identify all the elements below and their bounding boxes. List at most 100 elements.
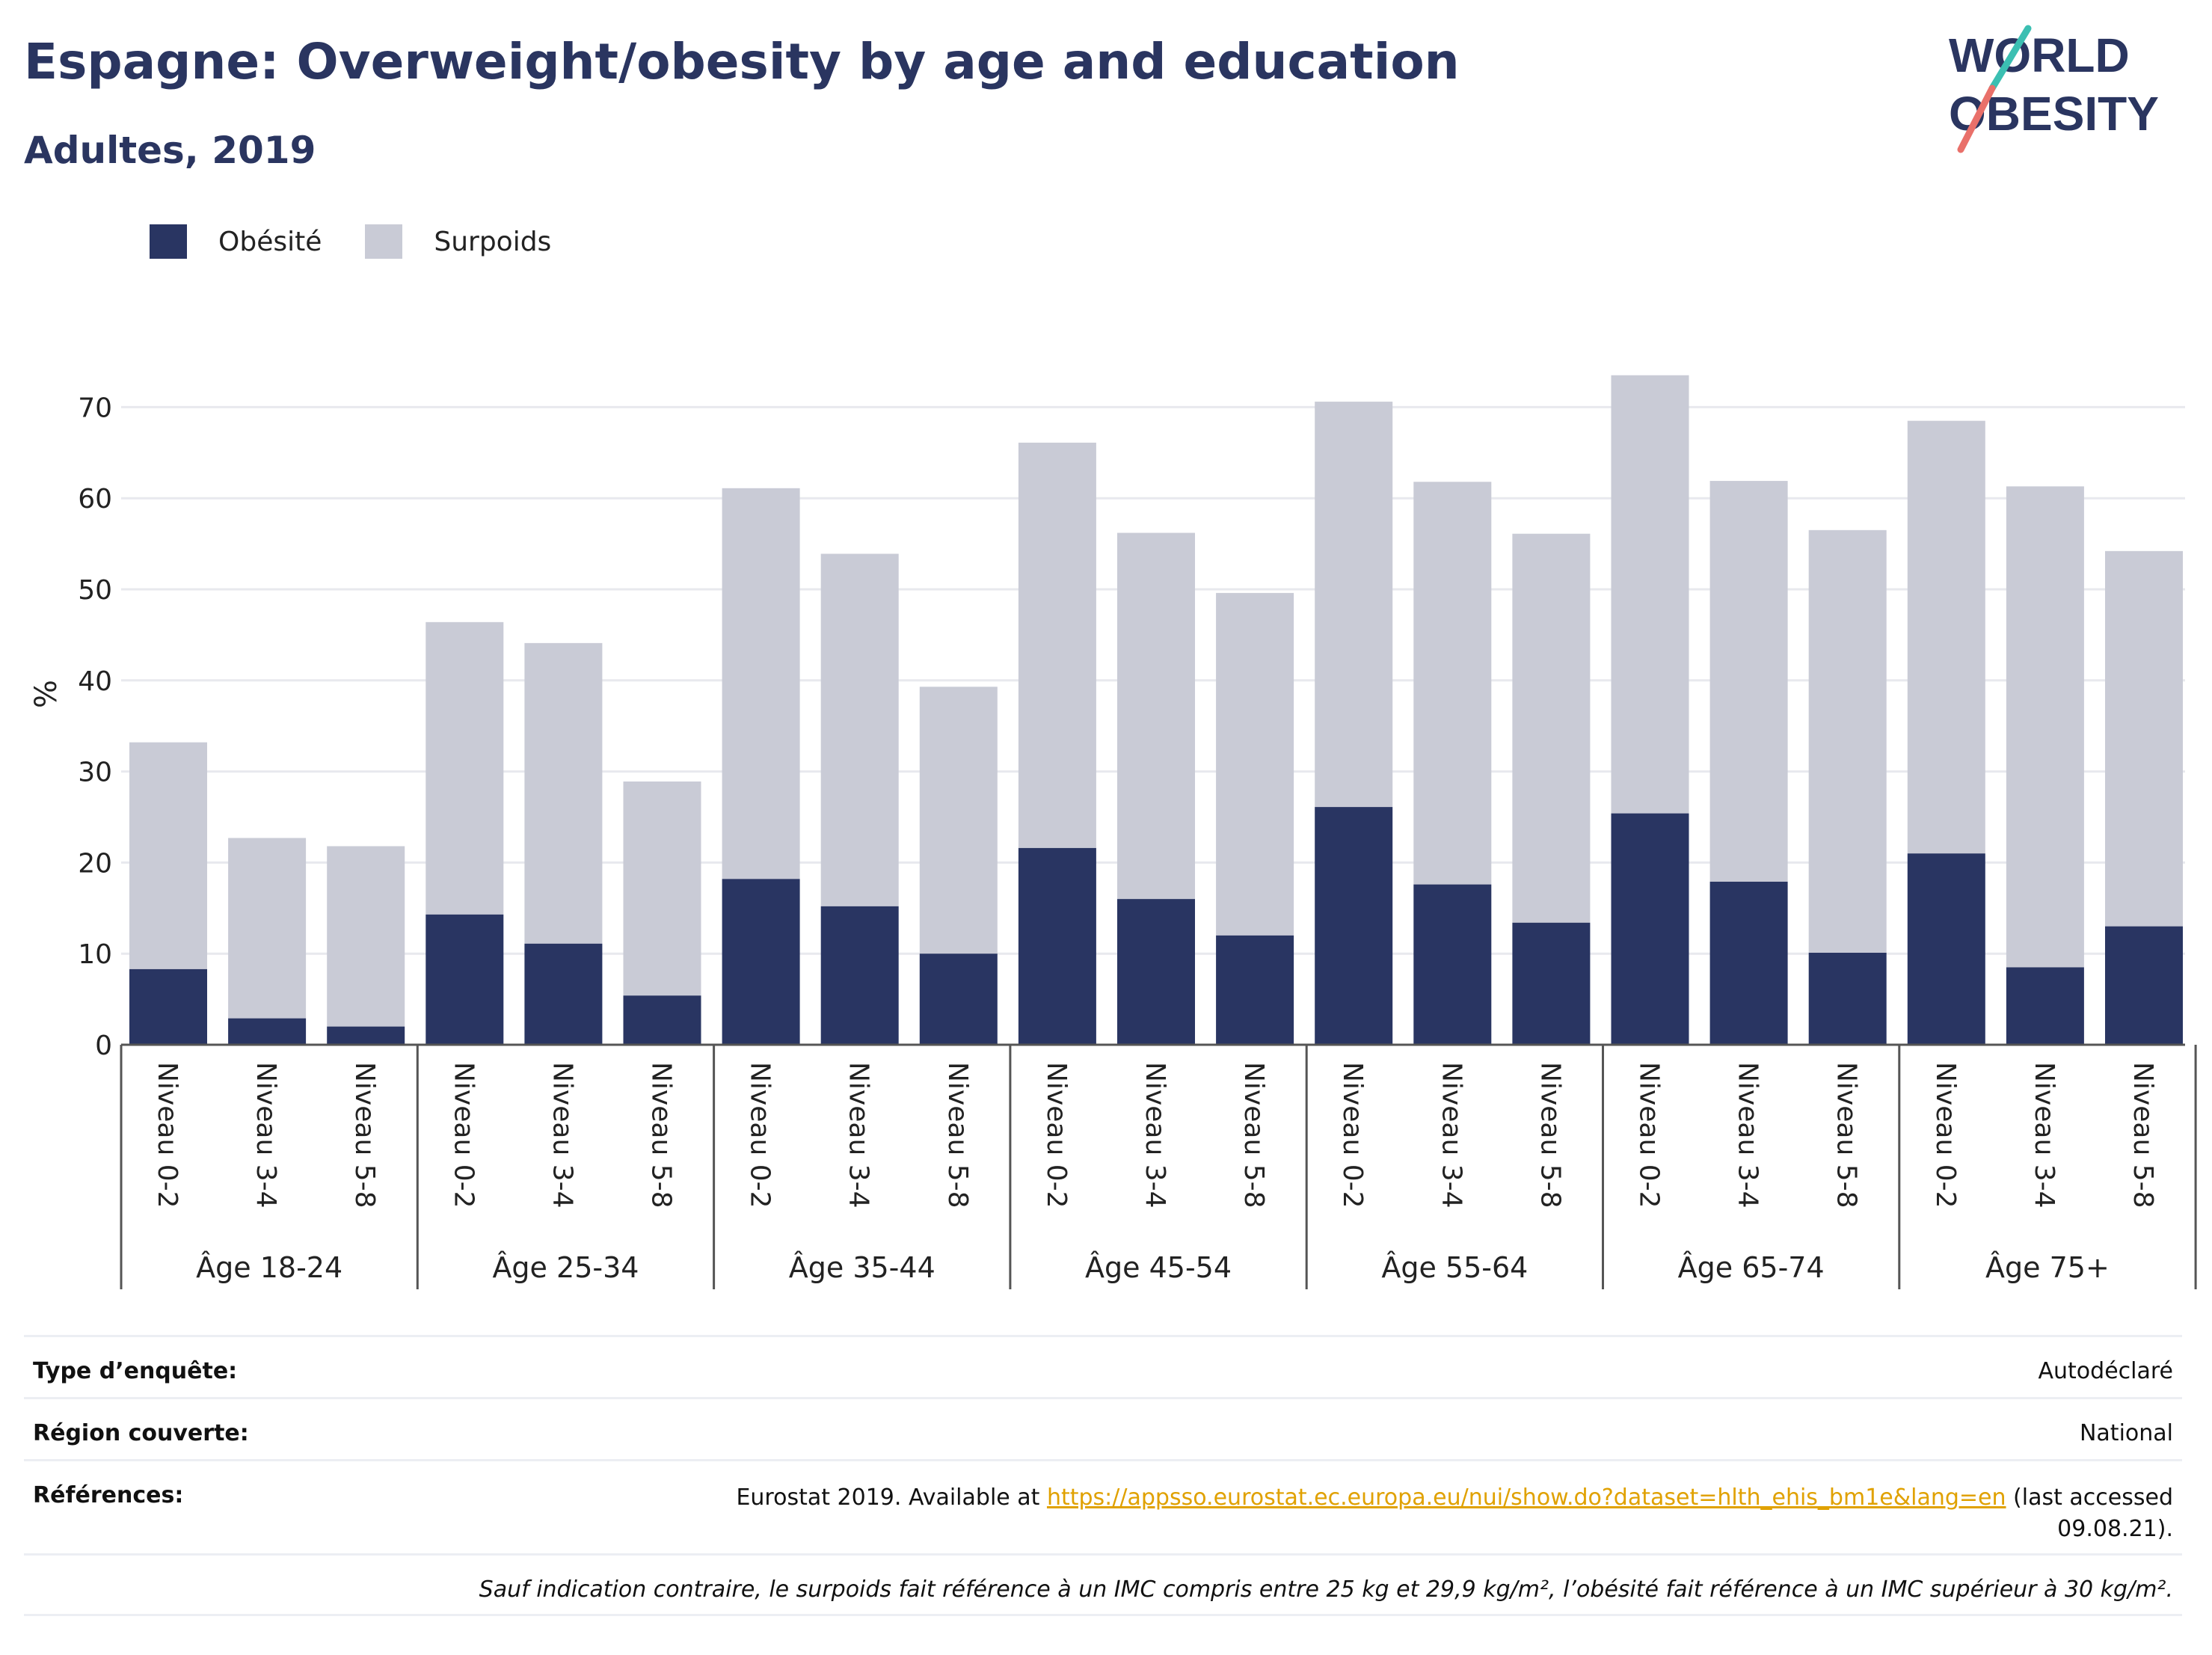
bar-obesity (2105, 926, 2183, 1045)
chart-subtitle: Adultes, 2019 (24, 129, 316, 172)
bar-overweight (1808, 529, 1887, 953)
legend-swatch-overweight (365, 224, 403, 259)
info-row-survey-type: Type d’enquête: Autodéclaré (24, 1335, 2182, 1397)
bar-overweight (1117, 532, 1195, 900)
bar-overweight (1413, 482, 1492, 885)
bar-obesity (623, 995, 701, 1045)
bar-obesity (820, 906, 899, 1045)
survey-type-label: Type d’enquête: (33, 1358, 238, 1384)
bar-overweight (1018, 442, 1096, 848)
bar-obesity (1216, 935, 1294, 1045)
region-label: Région couverte: (33, 1420, 249, 1446)
y-tick-label: 10 (78, 939, 112, 970)
x-tick-label: Niveau 0-2 (448, 1062, 479, 1209)
bar-overweight (425, 621, 504, 915)
bar-overweight (1315, 402, 1393, 808)
x-tick-label: Niveau 5-8 (1534, 1062, 1565, 1209)
y-tick-label: 50 (78, 575, 112, 606)
world-obesity-logo: WORLD OBESITY (1949, 25, 2159, 153)
bar-obesity (129, 968, 207, 1045)
group-label: Âge 45-54 (1085, 1251, 1232, 1284)
bar-obesity (1018, 847, 1096, 1045)
logo-slash-coral (1957, 85, 1996, 153)
bar-obesity (2006, 967, 2084, 1045)
x-tick-label: Niveau 5-8 (1238, 1062, 1269, 1209)
references-value: Eurostat 2019. Available at https://apps… (663, 1482, 2173, 1545)
bar-obesity (1315, 807, 1393, 1045)
x-tick-label: Niveau 5-8 (2127, 1062, 2158, 1209)
bar-obesity (1907, 853, 1985, 1045)
definition-note: Sauf indication contraire, le surpoids f… (479, 1576, 2173, 1603)
bar-overweight (327, 846, 405, 1027)
y-tick-label: 60 (78, 484, 112, 515)
x-tick-label: Niveau 5-8 (1831, 1062, 1862, 1209)
legend-item-overweight: Surpoids (365, 224, 551, 259)
logo-word-world: WORLD (1949, 28, 2130, 82)
bar-obesity (524, 943, 603, 1045)
bar-overweight (1709, 481, 1788, 882)
bar-obesity (722, 879, 800, 1045)
group-label: Âge 18-24 (196, 1251, 342, 1284)
logo-slash-teal (1988, 25, 2032, 92)
x-tick-label: Niveau 0-2 (745, 1062, 775, 1209)
info-row-region: Région couverte: National (24, 1397, 2182, 1459)
x-tick-label: Niveau 3-4 (1140, 1062, 1170, 1209)
x-tick-label: Niveau 0-2 (1041, 1062, 1072, 1209)
bar-obesity (1117, 899, 1195, 1045)
y-tick-label: 70 (78, 393, 112, 423)
group-label: Âge 75+ (1985, 1251, 2110, 1284)
bar-overweight (722, 488, 800, 879)
bar-overweight (1611, 375, 1689, 814)
x-tick-label: Niveau 0-2 (1634, 1062, 1665, 1209)
bar-obesity (228, 1018, 307, 1045)
logo-word-obesity: OBESITY (1949, 87, 2159, 141)
bar-obesity (1611, 813, 1689, 1045)
y-tick-label: 40 (78, 666, 112, 697)
bar-obesity (425, 914, 504, 1045)
group-label: Âge 35-44 (789, 1251, 936, 1284)
references-prefix: Eurostat 2019. Available at (736, 1484, 1047, 1511)
bar-overweight (1216, 592, 1294, 936)
bar-overweight (129, 742, 207, 969)
info-row-note: Sauf indication contraire, le surpoids f… (24, 1553, 2182, 1616)
bar-overweight (2006, 486, 2084, 968)
y-tick-label: 0 (95, 1031, 112, 1061)
x-tick-label: Niveau 5-8 (646, 1062, 677, 1209)
group-label: Âge 65-74 (1678, 1251, 1825, 1284)
group-label: Âge 55-64 (1381, 1251, 1528, 1284)
x-tick-label: Niveau 5-8 (942, 1062, 973, 1209)
bar-obesity (919, 954, 998, 1045)
bar-obesity (1512, 922, 1591, 1045)
bar-overweight (919, 687, 998, 954)
bar-obesity (327, 1026, 405, 1045)
x-tick-label: Niveau 5-8 (349, 1062, 380, 1209)
x-tick-label: Niveau 3-4 (2029, 1062, 2059, 1209)
bar-overweight (623, 781, 701, 996)
x-tick-label: Niveau 3-4 (1436, 1062, 1466, 1209)
legend-item-obesity: Obésité (150, 224, 322, 259)
x-tick-label: Niveau 0-2 (152, 1062, 182, 1209)
legend-swatch-obesity (150, 224, 187, 259)
info-row-references: Références: Eurostat 2019. Available at … (24, 1459, 2182, 1553)
bar-obesity (1413, 884, 1492, 1045)
x-tick-label: Niveau 0-2 (1930, 1062, 1961, 1209)
y-tick-label: 20 (78, 848, 112, 879)
y-tick-label: 30 (78, 758, 112, 788)
bar-overweight (524, 642, 603, 944)
bar-overweight (1907, 420, 1985, 854)
references-label: Références: (33, 1482, 184, 1508)
x-tick-label: Niveau 3-4 (547, 1062, 577, 1209)
info-table: Type d’enquête: Autodéclaré Région couve… (24, 1335, 2182, 1616)
chart-title: Espagne: Overweight/obesity by age and e… (24, 33, 1460, 90)
bar-overweight (820, 553, 899, 906)
references-link[interactable]: https://appsso.eurostat.ec.europa.eu/nui… (1046, 1484, 2006, 1511)
stacked-bar-chart: 0 10 20 30 40 50 60 70% Niveau 0-2 Niveau 3-4 Nive… (29, 375, 2197, 1289)
bar-overweight (228, 838, 307, 1019)
references-suffix: (last accessed 09.08.21). (2006, 1484, 2173, 1542)
x-tick-label: Niveau 0-2 (1337, 1062, 1368, 1209)
survey-type-value: Autodéclaré (2038, 1358, 2174, 1384)
bar-overweight (2105, 550, 2183, 927)
bar-obesity (1808, 952, 1887, 1045)
group-label: Âge 25-34 (492, 1251, 639, 1284)
legend-label-obesity: Obésité (218, 226, 322, 257)
